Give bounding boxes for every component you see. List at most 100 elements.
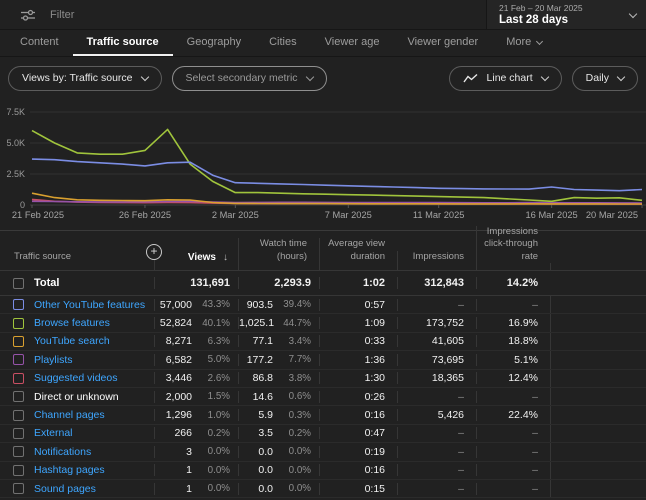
filter-input[interactable]: Filter [0, 0, 486, 29]
cell-value: 0:16 [319, 409, 397, 422]
tab-label: Geography [186, 36, 242, 48]
traffic-source-link[interactable]: Other YouTube features [34, 298, 146, 311]
tab-traffic-source[interactable]: Traffic source [72, 30, 173, 56]
row-checkbox[interactable] [13, 427, 24, 439]
chevron-down-icon [628, 9, 638, 18]
views-by-dropdown[interactable]: Views by: Traffic source [8, 65, 162, 91]
cell-value: 266 [174, 427, 192, 440]
cell-value: – [476, 482, 550, 495]
series-line-youtube-search[interactable] [31, 192, 642, 205]
cell-value: – [397, 445, 476, 458]
cell-value: 0.0 [258, 482, 273, 495]
column-header-avg-view-duration[interactable]: Average view duration [319, 238, 397, 270]
cell-value: – [476, 445, 550, 458]
tab-viewer-age[interactable]: Viewer age [311, 30, 394, 56]
table-row-total: Total 131,691 2,293.9 1:02 312,843 14.2% [0, 271, 646, 296]
date-range-selector[interactable]: 21 Feb – 20 Mar 2025 Last 28 days [486, 0, 646, 29]
total-views: 131,691 [154, 277, 238, 289]
column-header-impressions[interactable]: Impressions [397, 250, 476, 270]
table-row[interactable]: YouTube search 8,271 6.3% 77.1 3.4% 0:33 41,60… [0, 332, 646, 352]
series-line-browse-features[interactable] [31, 128, 643, 203]
column-header-watch-time[interactable]: Watch time (hours) [238, 238, 319, 270]
cell-value: 1,296 [165, 409, 192, 422]
total-impressions-ctr: 14.2% [476, 277, 550, 289]
chevron-down-icon [140, 72, 149, 82]
cell-percent: 2.6% [207, 372, 230, 384]
cell-percent: 6.3% [207, 335, 230, 347]
traffic-chart[interactable]: 0 2.5K 5.0K 7.5K 21 Feb 2025 26 Feb 2025 2 Mar… [0, 99, 646, 230]
cell-value: 177.2 [246, 353, 273, 366]
x-axis-tick-label: 16 Mar 2025 [526, 210, 578, 220]
cell-percent: 0.0% [288, 446, 311, 458]
traffic-source-link[interactable]: External [34, 427, 73, 440]
row-checkbox[interactable] [13, 372, 24, 384]
tab-more[interactable]: More [492, 30, 556, 56]
table-row[interactable]: Direct or unknown 2,000 1.5% 14.6 0.6% 0:26– – [0, 387, 646, 407]
tab-content[interactable]: Content [6, 30, 73, 56]
cell-value: 0:16 [319, 464, 397, 477]
table-row[interactable]: Notifications 3 0.0% 0.0 0.0% 0:19– – [0, 443, 646, 462]
row-checkbox[interactable] [13, 391, 24, 403]
views-by-label: Views by: Traffic source [22, 72, 133, 84]
cell-value: 73,695 [397, 353, 476, 366]
total-checkbox[interactable] [13, 277, 24, 289]
row-checkbox[interactable] [13, 409, 24, 421]
tab-label: Content [20, 36, 59, 48]
column-header-traffic-source[interactable]: Traffic source [14, 250, 72, 262]
cell-value: 52,824 [159, 317, 192, 330]
table-row[interactable]: External 266 0.2% 3.5 0.2% 0:47– – [0, 424, 646, 444]
table-row[interactable]: Browse features 52,824 40.1% 1,025.1 44.7% 1:… [0, 314, 646, 333]
y-axis-tick-label: 2.5K [6, 169, 25, 179]
cell-value: 173,752 [397, 317, 476, 330]
line-chart-icon [462, 73, 478, 82]
column-header-views[interactable]: Views ↓ [154, 251, 238, 270]
table-row[interactable]: Hashtag pages 1 0.0% 0.0 0.0% 0:16– – [0, 461, 646, 480]
traffic-source-link[interactable]: Browse features [34, 317, 110, 330]
filter-icon [21, 9, 35, 21]
granularity-label: Daily [585, 72, 609, 84]
tab-label: Viewer gender [407, 36, 479, 48]
cell-value: 0:19 [319, 445, 397, 458]
add-metric-button[interactable]: + [146, 244, 162, 260]
row-checkbox[interactable] [13, 464, 24, 476]
table-row[interactable]: Channel pages 1,296 1.0% 5.9 0.3% 0:16 5,426 22… [0, 406, 646, 425]
date-range-label: Last 28 days [499, 14, 569, 26]
row-checkbox[interactable] [13, 317, 24, 329]
secondary-metric-dropdown[interactable]: Select secondary metric [171, 65, 327, 91]
y-axis-tick-label: 5.0K [6, 138, 25, 148]
tab-cities[interactable]: Cities [255, 30, 311, 56]
traffic-source-link[interactable]: Playlists [34, 353, 73, 366]
traffic-source-link[interactable]: YouTube search [34, 335, 110, 348]
row-checkbox[interactable] [13, 299, 24, 311]
traffic-source-link[interactable]: Channel pages [34, 409, 105, 422]
traffic-source-link[interactable]: Hashtag pages [34, 464, 105, 477]
column-header-impressions-ctr[interactable]: Impressions click-through rate [476, 225, 550, 270]
table-row[interactable]: Suggested videos 3,446 2.6% 86.8 3.8% 1:30 18,… [0, 369, 646, 388]
cell-value: 5,426 [397, 409, 476, 422]
cell-value: 1,025.1 [239, 317, 275, 330]
tab-geography[interactable]: Geography [173, 30, 255, 56]
table-row[interactable]: Playlists 6,582 5.0% 177.2 7.7% 1:36 73,695 5.1… [0, 351, 646, 370]
cell-percent: 44.7% [283, 317, 311, 329]
row-checkbox[interactable] [13, 354, 24, 366]
table-row[interactable]: Sound pages 1 0.0% 0.0 0.0% 0:15– – [0, 479, 646, 499]
tab-viewer-gender[interactable]: Viewer gender [393, 30, 492, 56]
row-checkbox[interactable] [13, 483, 24, 495]
table-row[interactable]: Other YouTube features 57,000 43.3% 903.5 39… [0, 296, 646, 315]
cell-value: 5.1% [476, 353, 550, 366]
traffic-source-link[interactable]: Suggested videos [34, 372, 118, 385]
cell-value: 14.6 [252, 390, 273, 403]
cell-percent: 0.0% [288, 464, 311, 476]
traffic-source-link[interactable]: Sound pages [34, 482, 96, 495]
series-line-playlists[interactable] [31, 200, 643, 204]
granularity-dropdown[interactable]: Daily [571, 65, 638, 91]
traffic-source-link[interactable]: Notifications [34, 445, 92, 458]
cell-value: 86.8 [252, 372, 273, 385]
row-checkbox[interactable] [13, 335, 24, 347]
chart-type-dropdown[interactable]: Line chart [448, 65, 562, 91]
cell-value: – [476, 464, 550, 477]
row-checkbox[interactable] [13, 446, 24, 458]
series-line-other-youtube-features[interactable] [31, 158, 643, 192]
cell-value: 18,365 [397, 372, 476, 385]
y-axis-tick-label: 0 [20, 200, 25, 210]
